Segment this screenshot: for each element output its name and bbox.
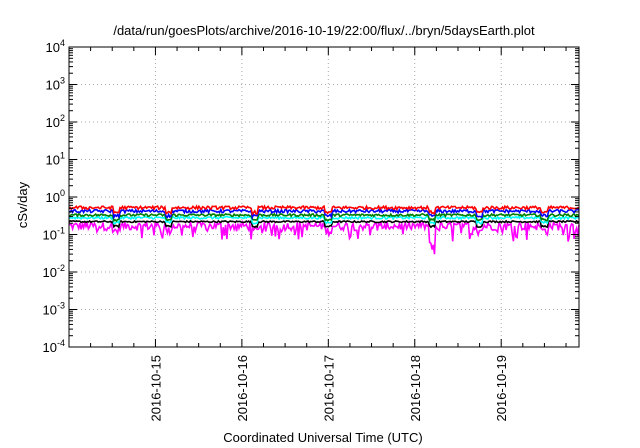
series-line (68, 212, 580, 223)
y-axis-label: cSv/day (15, 181, 30, 228)
y-tick-label: 10-3 (43, 301, 65, 318)
series-line (68, 207, 580, 221)
series-lines (68, 204, 580, 255)
x-tick-label: 2016-10-16 (235, 355, 250, 422)
y-tick-label: 10-2 (43, 263, 65, 280)
x-axis-label: Coordinated Universal Time (UTC) (223, 430, 422, 445)
series-line (68, 219, 580, 255)
y-tick-label: 101 (46, 151, 65, 168)
x-tick-label: 2016-10-17 (321, 355, 336, 422)
y-tick-label: 100 (46, 188, 65, 205)
y-tick-label: 104 (46, 38, 65, 55)
chart-title: /data/run/goesPlots/archive/2016-10-19/2… (113, 23, 535, 38)
y-tick-label: 102 (46, 113, 65, 130)
y-tick-label: 10-1 (43, 226, 65, 243)
series-line (68, 219, 580, 229)
series-line (68, 204, 580, 216)
x-tick-label: 2016-10-15 (148, 355, 163, 422)
y-tick-label: 10-4 (43, 338, 65, 355)
y-tick-label: 103 (46, 76, 65, 93)
x-tick-label: 2016-10-18 (408, 355, 423, 422)
y-axis: 10-4 10-3 10-2 10-1 100 101 102 103 104 (43, 38, 579, 355)
grid (69, 47, 579, 347)
x-tick-label: 2016-10-19 (494, 355, 509, 422)
x-axis: 2016-10-15 2016-10-16 2016-10-17 2016-10-18… (90, 47, 567, 422)
